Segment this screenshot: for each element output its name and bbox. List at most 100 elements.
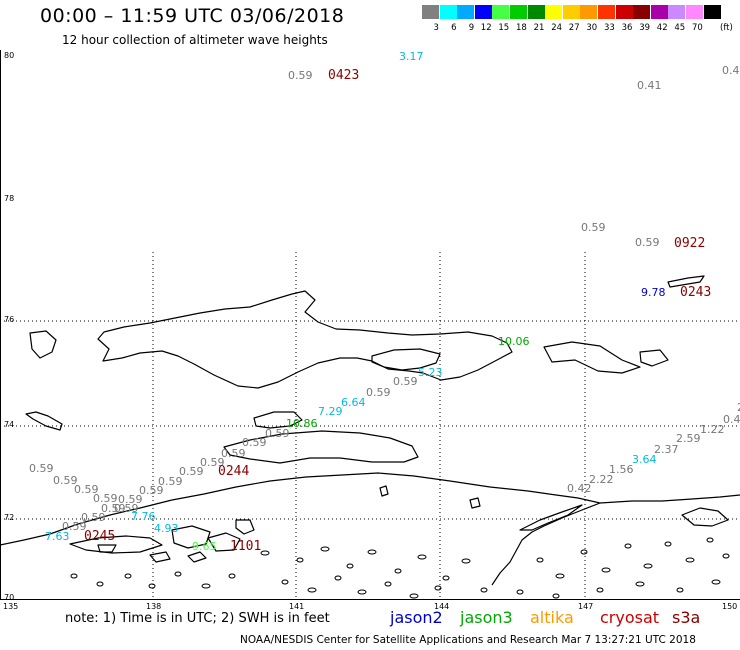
- scale-swatch: [439, 5, 457, 19]
- scale-swatch: [545, 5, 563, 19]
- pass-time-label: 0423: [328, 68, 360, 83]
- graticule: [0, 252, 740, 600]
- wave-height-value: 0.59: [29, 462, 54, 475]
- wave-height-value: 3.64: [632, 453, 657, 466]
- scale-swatch: [527, 5, 545, 19]
- longitude-tick-label: 144: [434, 602, 450, 611]
- scale-label: 24: [551, 23, 563, 33]
- wave-height-value: 0.59: [200, 456, 225, 469]
- latitude-tick-label: 78: [4, 194, 15, 203]
- coastlines: [0, 275, 740, 586]
- wave-height-value: 0.59: [242, 436, 267, 449]
- wave-height-value: 2: [737, 401, 740, 414]
- page-subtitle: 12 hour collection of altimeter wave hei…: [62, 33, 328, 47]
- scale-swatch: [598, 5, 615, 19]
- scale-swatch: [703, 5, 721, 19]
- map-frame: [0, 50, 740, 600]
- scale-swatch: [457, 5, 475, 19]
- wave-height-value: 1.22: [700, 423, 725, 436]
- scale-swatch: [650, 5, 668, 19]
- legend-satellite-jason3: jason3: [460, 608, 513, 627]
- scale-swatch: [474, 5, 492, 19]
- longitude-tick-label: 147: [578, 602, 594, 611]
- wave-height-value: 3.17: [399, 50, 424, 63]
- wave-height-value: 2.37: [654, 443, 679, 456]
- wave-height-value: 0.59: [53, 474, 78, 487]
- wave-height-value: 5.23: [418, 366, 443, 379]
- scale-swatch: [422, 5, 439, 19]
- legend-satellite-altika: altika: [530, 608, 574, 627]
- wave-height-value: 0.59: [635, 236, 660, 249]
- wave-height-value: 0.59: [366, 386, 391, 399]
- wave-height-value: 1.56: [609, 463, 634, 476]
- wave-height-value: 0.59: [158, 475, 183, 488]
- latitude-tick-label: 80: [4, 51, 15, 60]
- wave-height-value: 9.78: [641, 286, 666, 299]
- scale-label: 45: [674, 23, 686, 33]
- wave-height-value: 0.59: [62, 520, 87, 533]
- pass-time-label: 0922: [674, 236, 706, 251]
- pass-time-label: 0245: [84, 529, 116, 544]
- wave-height-value: 9.65: [192, 540, 217, 553]
- scale-swatch: [510, 5, 527, 19]
- pass-time-label: 0243: [680, 285, 712, 300]
- scale-label: 15: [498, 23, 510, 33]
- scale-label: 9: [468, 23, 475, 33]
- wave-height-value: 0.59: [288, 69, 313, 82]
- wave-height-value: 0.59: [221, 447, 246, 460]
- legend-satellite-jason2: jason2: [390, 608, 443, 627]
- wave-height-value: 7.29: [318, 405, 343, 418]
- wave-height-value: 10.86: [286, 417, 318, 430]
- longitude-tick-label: 150: [722, 602, 738, 611]
- wave-height-value: 0.59: [81, 511, 106, 524]
- longitude-tick-label: 138: [146, 602, 162, 611]
- scale-label: 42: [656, 23, 668, 33]
- footer-note: note: 1) Time is in UTC; 2) SWH is in fe…: [65, 611, 330, 626]
- tundra-lakes: [70, 537, 730, 599]
- wave-height-value: 0.59: [101, 502, 126, 515]
- wave-height-value: 2.22: [589, 473, 614, 486]
- wave-height-value: 0.59: [265, 427, 290, 440]
- legend-satellite-cryosat: cryosat: [600, 608, 660, 627]
- pass-time-label: 1101: [230, 539, 262, 554]
- scale-swatch: [615, 5, 633, 19]
- wave-height-value: 0.41: [637, 79, 662, 92]
- latitude-tick-label: 76: [4, 315, 15, 324]
- scale-swatch: [562, 5, 580, 19]
- scale-label: 70: [692, 23, 703, 33]
- scale-label: 12: [480, 23, 492, 33]
- scale-label: 30: [586, 23, 598, 33]
- scale-swatch: [686, 5, 703, 19]
- wave-height-value: 6.64: [341, 396, 366, 409]
- wave-height-value: 7.76: [131, 510, 156, 523]
- scale-label: 6: [451, 23, 457, 33]
- scale-label: 33: [604, 23, 615, 33]
- wave-height-value: 7.63: [45, 530, 70, 543]
- scale-unit: (ft): [720, 23, 733, 33]
- latitude-tick-label: 74: [4, 420, 15, 429]
- wave-height-value: 10.06: [498, 335, 530, 348]
- scale-label: 3: [433, 23, 439, 33]
- wave-height-value: 0.59: [139, 484, 164, 497]
- scale-label: 36: [621, 23, 633, 33]
- pass-time-label: 0244: [218, 464, 250, 479]
- scale-label: 27: [568, 23, 580, 33]
- longitude-tick-label: 135: [3, 602, 19, 611]
- legend-satellite-s3a: s3a: [672, 608, 701, 627]
- scale-label: 21: [533, 23, 545, 33]
- wave-height-value: 0.42: [722, 64, 740, 77]
- wave-height-value: 0.59: [179, 465, 204, 478]
- page-title: 00:00 – 11:59 UTC 03/06/2018: [40, 5, 345, 27]
- scale-label: 39: [639, 23, 651, 33]
- wave-height-value: 0.42: [723, 413, 740, 426]
- scale-swatch: [668, 5, 686, 19]
- wave-height-value: 0.59: [93, 492, 118, 505]
- wave-height-value: 0.59: [74, 483, 99, 496]
- scale-swatch: [580, 5, 598, 19]
- scale-swatch: [492, 5, 510, 19]
- latitude-tick-label: 72: [4, 513, 15, 522]
- wave-height-value: 0.59: [393, 375, 418, 388]
- scale-label: 18: [516, 23, 527, 33]
- scale-swatch: [633, 5, 651, 19]
